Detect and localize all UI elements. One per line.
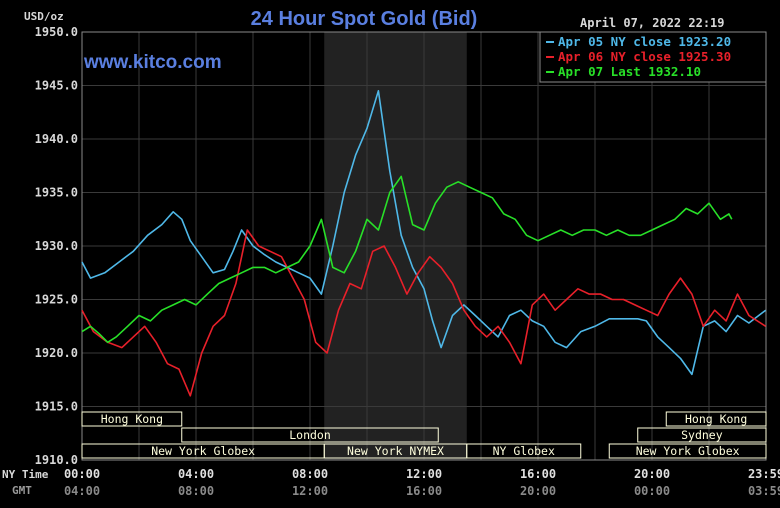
- session-label: Hong Kong: [101, 412, 163, 426]
- legend-entry: Apr 05 NY close 1923.20: [558, 34, 731, 49]
- y-tick-label: 1940.0: [35, 132, 78, 146]
- y-tick-label: 1910.0: [35, 453, 78, 467]
- unit-label: USD/oz: [24, 10, 64, 23]
- grid: [81, 31, 767, 461]
- session-label: NY Globex: [493, 444, 555, 458]
- session-label: London: [289, 428, 331, 442]
- y-tick-label: 1930.0: [35, 239, 78, 253]
- y-tick-label: 1945.0: [35, 79, 78, 93]
- legend-box: [539, 31, 767, 83]
- session-label: New York Globex: [636, 444, 740, 458]
- x-tick-label-ny: 12:00: [406, 467, 442, 481]
- y-tick-label: 1950.0: [35, 25, 78, 39]
- series-line-2: [81, 175, 733, 344]
- y-tick-label: 1915.0: [35, 400, 78, 414]
- session-box: [637, 427, 767, 443]
- y-tick-label: 1935.0: [35, 186, 78, 200]
- session-box: [608, 443, 767, 459]
- session-label: New York NYMEX: [347, 444, 444, 458]
- session-box: [665, 411, 767, 427]
- series-line-0: [81, 90, 767, 376]
- y-tick-label: 1920.0: [35, 346, 78, 360]
- x-tick-label-gmt: 12:00: [292, 484, 328, 498]
- x-tick-label-ny: 20:00: [634, 467, 670, 481]
- y-tick-label: 1925.0: [35, 293, 78, 307]
- session-label: Hong Kong: [685, 412, 747, 426]
- x-tick-label-gmt: 08:00: [178, 484, 214, 498]
- ny-time-label: NY Time: [2, 468, 49, 481]
- legend-entry: Apr 07 Last 1932.10: [558, 64, 701, 79]
- x-tick-label-gmt: 16:00: [406, 484, 442, 498]
- timestamp: April 07, 2022 22:19: [580, 16, 725, 30]
- x-tick-label-gmt: 00:00: [634, 484, 670, 498]
- chart-title: 24 Hour Spot Gold (Bid): [251, 8, 478, 30]
- legend-entry: Apr 06 NY close 1925.30: [558, 49, 731, 64]
- session-box: [181, 427, 439, 443]
- x-tick-label-gmt: 20:00: [520, 484, 556, 498]
- x-tick-label-ny: 00:00: [64, 467, 100, 481]
- x-tick-label-ny: 08:00: [292, 467, 328, 481]
- x-tick-label-gmt: 04:00: [64, 484, 100, 498]
- session-label: Sydney: [681, 428, 723, 442]
- series-lines: [81, 90, 767, 397]
- session-label: New York Globex: [151, 444, 255, 458]
- x-tick-label-ny: 23:59: [748, 467, 780, 481]
- plot-frame: [81, 31, 767, 461]
- x-tick-label-ny: 04:00: [178, 467, 214, 481]
- watermark: www.kitco.com: [83, 52, 222, 73]
- session-box: [466, 443, 582, 459]
- x-axis: 00:00 04:00 04:00 08:00 08:00 12:00 12:00 16:00…: [64, 467, 780, 498]
- gmt-label: GMT: [12, 484, 32, 497]
- x-tick-label-gmt: 03:59: [748, 484, 780, 498]
- session-box: [81, 411, 183, 427]
- x-tick-label-ny: 16:00: [520, 467, 556, 481]
- series-line-1: [81, 229, 767, 397]
- y-axis: 1910.0 1915.0 1920.0 1925.0 1930.0 1935.0 1940…: [35, 25, 78, 467]
- trading-sessions: Hong Kong Hong Kong London Sydney New York G…: [81, 411, 767, 459]
